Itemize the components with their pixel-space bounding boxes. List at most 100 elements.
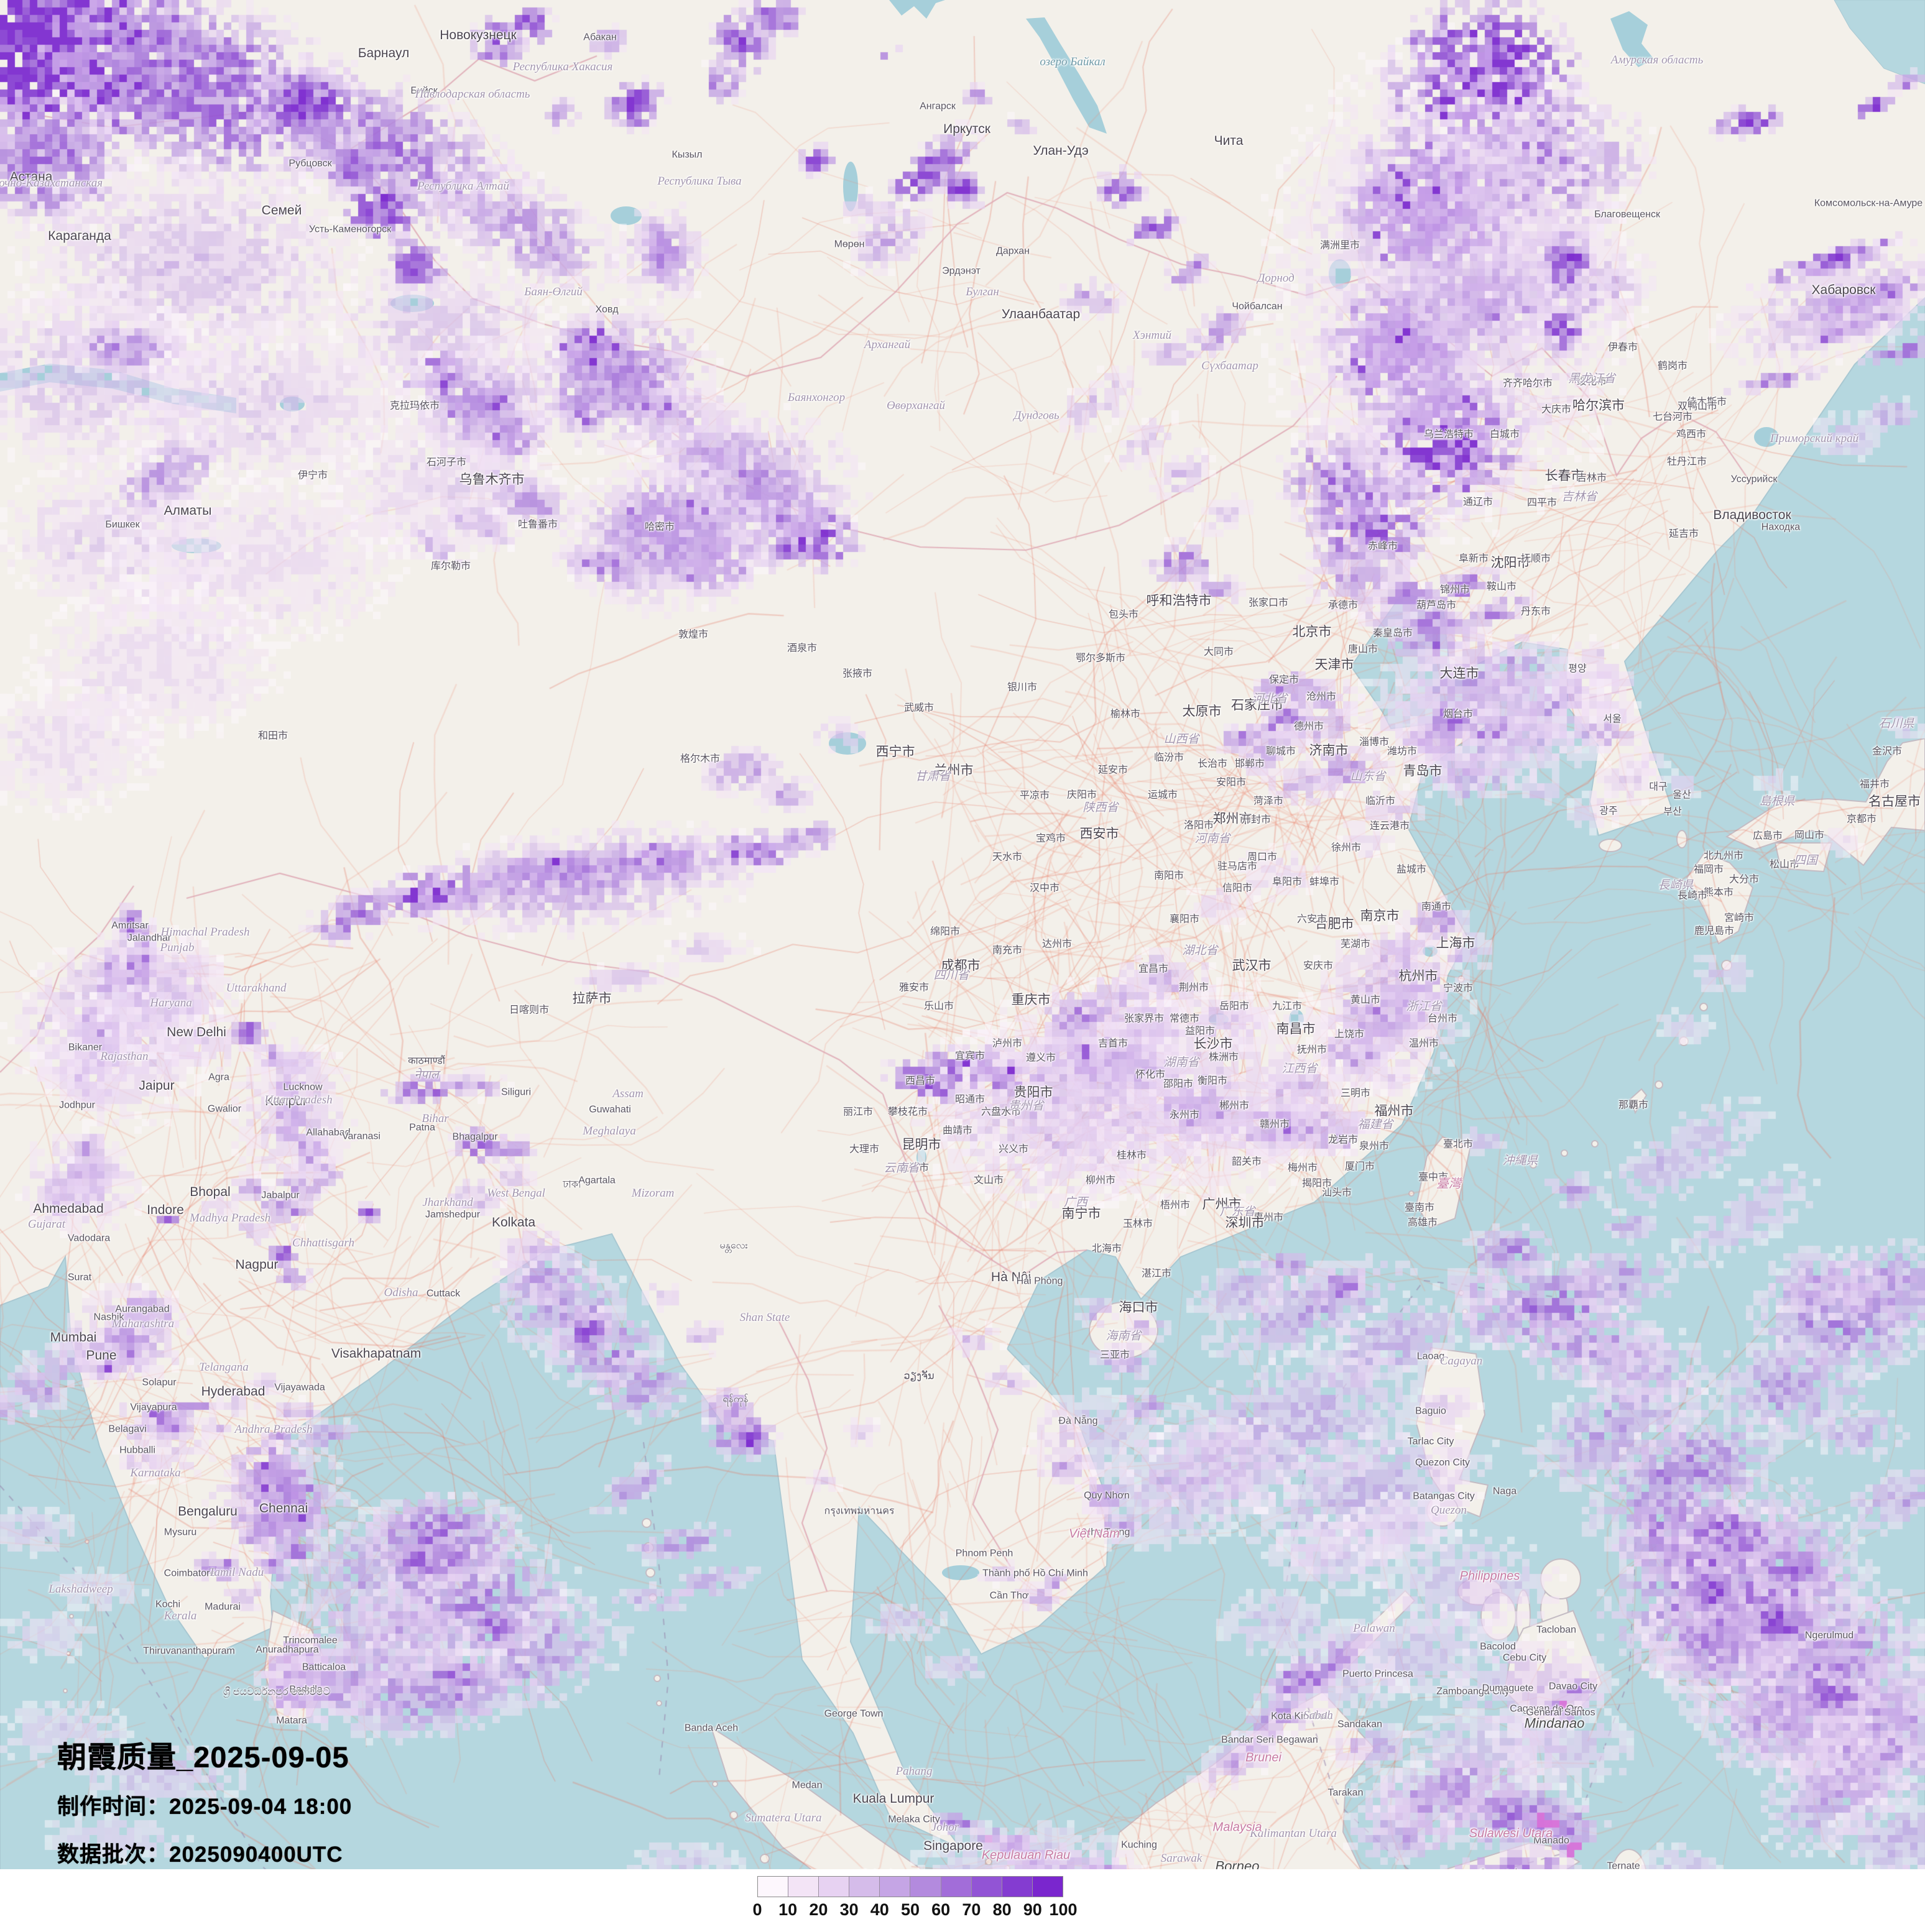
map-label-city: Lucknow xyxy=(283,1082,323,1093)
map-label-city: Cần Thơ xyxy=(989,1590,1029,1601)
map-label-city: 那覇市 xyxy=(1618,1100,1649,1111)
map-label-region: 沖縄県 xyxy=(1502,1154,1538,1168)
map-label-city: 齐齐哈尔市 xyxy=(1502,378,1553,389)
map-label-city: 张家口市 xyxy=(1248,597,1289,609)
map-label-city: 桂林市 xyxy=(1116,1150,1147,1161)
map-label-city: 福州市 xyxy=(1374,1103,1414,1118)
map-label-city: 南阳市 xyxy=(1153,870,1184,881)
map-label-city: Улан-Удэ xyxy=(1033,143,1089,158)
map-label-city: Kolkata xyxy=(491,1215,536,1230)
map-label-city: 南宁市 xyxy=(1061,1206,1101,1221)
legend-tick: 50 xyxy=(900,1900,920,1919)
map-label-region: Uttar Pradesh xyxy=(264,1093,333,1107)
map-label-city: Allahabad xyxy=(306,1127,351,1138)
map-label-city: 承德市 xyxy=(1327,600,1359,611)
map-label-city: 玉林市 xyxy=(1122,1218,1153,1230)
map-label-city: 宜宾市 xyxy=(954,1051,986,1062)
map-label-region: Павлодарская область xyxy=(415,88,530,101)
map-label-city: 泉州市 xyxy=(1359,1141,1390,1152)
map-label-city: 西宁市 xyxy=(875,744,915,759)
map-label-city: 臺中市 xyxy=(1418,1172,1449,1183)
map-label-region: 河北省 xyxy=(1252,692,1288,706)
legend-tick: 10 xyxy=(778,1900,798,1919)
map-label-city: Астана xyxy=(9,169,53,184)
map-label-region: 贵州省 xyxy=(1008,1100,1044,1113)
map-label-region: Gujarat xyxy=(27,1218,66,1231)
map-label-city: Jamshedpur xyxy=(425,1209,481,1220)
map-label-region: 石川県 xyxy=(1878,717,1914,731)
map-label-city: Находка xyxy=(1761,522,1801,533)
map-label-city: 부산 xyxy=(1663,806,1682,817)
map-label-city: Kuala Lumpur xyxy=(852,1791,935,1806)
map-label-city: Manado xyxy=(1533,1835,1569,1846)
map-label-city: 六盘水市 xyxy=(981,1106,1022,1118)
map-label-city: 광주 xyxy=(1599,806,1618,817)
map-label-city: Surat xyxy=(67,1272,92,1283)
map-label-city: Bandar Seri Begawan xyxy=(1221,1734,1318,1746)
map-label-city: Pune xyxy=(86,1348,117,1363)
map-label-city: 阜阳市 xyxy=(1272,876,1303,888)
map-label-city: Владивосток xyxy=(1713,507,1791,522)
map-label-city: 西安市 xyxy=(1079,826,1119,841)
map-label-city: 周口市 xyxy=(1247,852,1278,863)
map-label-city: 福井市 xyxy=(1859,779,1890,790)
map-label-city: 三亚市 xyxy=(1099,1350,1130,1361)
map-label-city: 北京市 xyxy=(1292,624,1332,639)
map-label-city: 格尔木市 xyxy=(680,753,721,765)
map-label-city: 济南市 xyxy=(1309,743,1349,758)
map-label-city: Vijayawada xyxy=(274,1382,325,1393)
map-label-city: 대구 xyxy=(1649,781,1668,793)
map-label-city: 七台河市 xyxy=(1652,412,1693,423)
map-label-city: 岡山市 xyxy=(1794,830,1825,841)
map-label-city: 臺北市 xyxy=(1443,1139,1474,1150)
map-label-city: 衡阳市 xyxy=(1197,1075,1228,1087)
map-label-country: 臺灣 xyxy=(1436,1177,1461,1191)
map-label-city: 天水市 xyxy=(992,852,1023,863)
map-label-city: 广州市 xyxy=(1202,1197,1242,1212)
map-label-city: Kanpur xyxy=(265,1093,307,1108)
map-label-region: Sarawak xyxy=(1160,1852,1203,1865)
map-label-city: 揭阳市 xyxy=(1301,1178,1332,1189)
map-label-city: Tacloban xyxy=(1536,1624,1577,1635)
map-label-region: Uttarakhand xyxy=(226,982,287,995)
map-label-island: Mindanao xyxy=(1524,1715,1585,1731)
map-label-city: 平凉市 xyxy=(1019,790,1050,801)
map-label-city: 吐鲁番市 xyxy=(517,519,558,530)
map-label-region: Дорнод xyxy=(1257,272,1295,285)
map-label-city: 信阳市 xyxy=(1222,883,1253,894)
map-label-city: 丽江市 xyxy=(842,1106,874,1118)
map-label-region: 浙江省 xyxy=(1406,1000,1442,1014)
map-label-region: Өвөрхангай xyxy=(886,399,946,413)
map-label-city: Bikaner xyxy=(68,1042,103,1053)
map-label-city: 秦皇岛市 xyxy=(1372,628,1413,639)
map-label-city: Jalandhar xyxy=(127,932,172,944)
map-title: 朝霞质量_2025-09-05 xyxy=(57,1741,349,1773)
map-label-city: General Santos xyxy=(1526,1707,1595,1718)
legend-tick: 30 xyxy=(839,1900,859,1919)
map-label-city: 金沢市 xyxy=(1872,746,1903,757)
map-label-city: 柳州市 xyxy=(1085,1175,1116,1186)
map-label-city: Алматы xyxy=(164,503,212,518)
map-label-city: Рубцовск xyxy=(289,158,332,169)
map-label-city: Kochi xyxy=(155,1599,181,1610)
map-label-city: Хабаровск xyxy=(1811,282,1876,297)
map-label-city: 哈密市 xyxy=(644,522,675,533)
map-label-city: Medan xyxy=(792,1780,823,1791)
map-label-city: 昭通市 xyxy=(954,1094,986,1105)
map-label-region: 黑龙江省 xyxy=(1567,372,1616,386)
map-label-city: Jaipur xyxy=(139,1078,175,1093)
map-label-city: Бийск xyxy=(410,85,438,96)
map-label-city: Phnom Penh xyxy=(955,1548,1013,1559)
map-label-city: 평양 xyxy=(1568,663,1587,674)
map-label-region: 湖北省 xyxy=(1182,944,1218,958)
legend-tick: 60 xyxy=(931,1900,951,1919)
map-label-city: Бишкек xyxy=(105,519,140,530)
map-label-region: 四川省 xyxy=(933,969,969,983)
map-label-city: 大连市 xyxy=(1439,666,1479,681)
map-label-city: Thành phố Hồ Chí Minh xyxy=(982,1568,1088,1579)
map-label-region: Punjab xyxy=(160,941,195,955)
map-label-city: Bhopal xyxy=(190,1184,231,1199)
map-label-city: 延吉市 xyxy=(1668,528,1699,540)
legend-tick: 40 xyxy=(870,1900,889,1919)
